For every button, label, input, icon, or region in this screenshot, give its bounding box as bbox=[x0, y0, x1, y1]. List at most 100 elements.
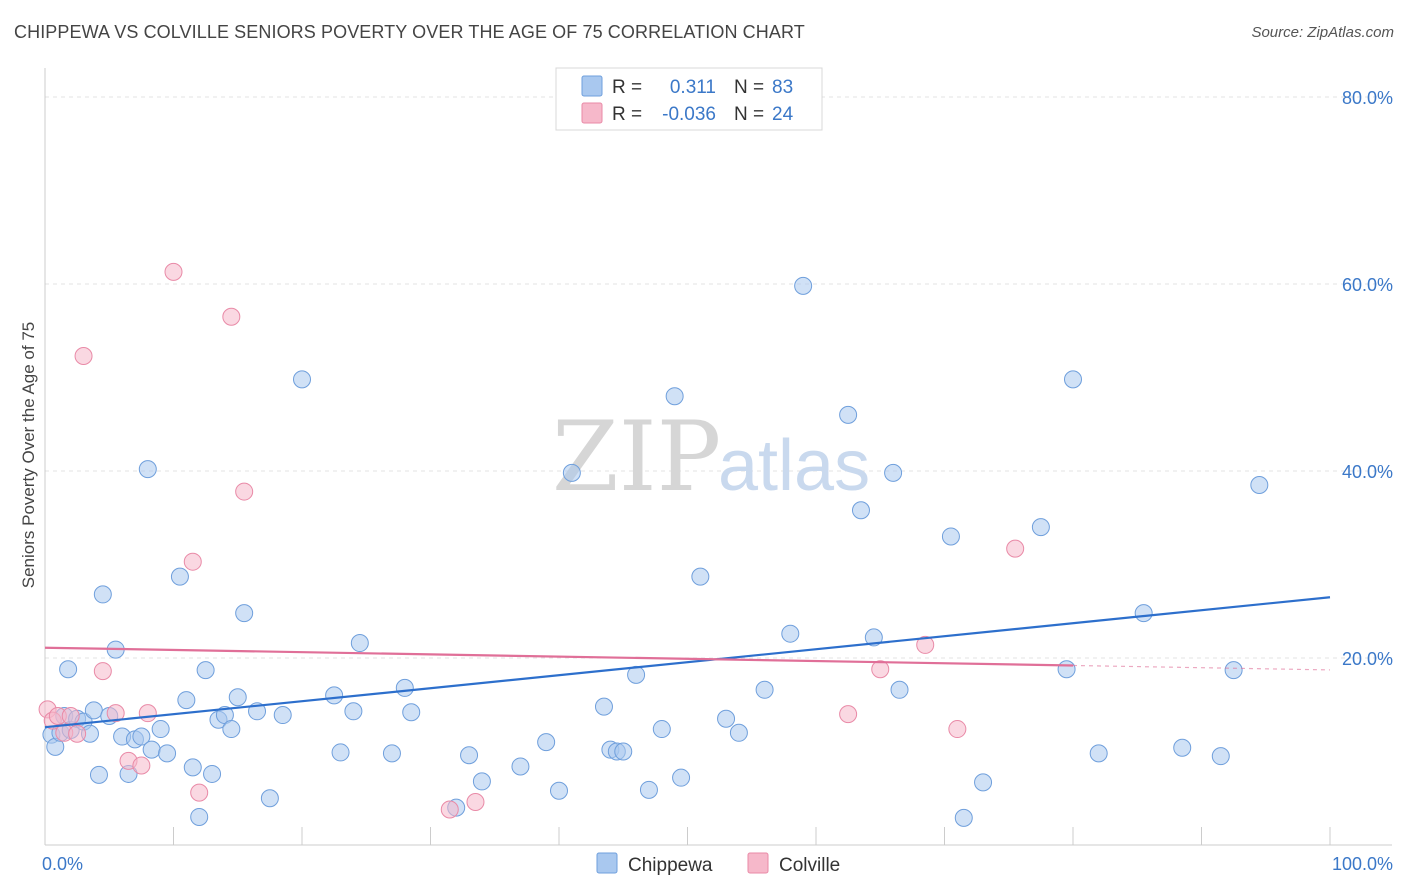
chippewa-point bbox=[382, 744, 401, 763]
colville-trend-line bbox=[44, 646, 1074, 667]
colville-point bbox=[61, 706, 80, 725]
chippewa-point bbox=[562, 463, 581, 482]
chippewa-point bbox=[941, 527, 960, 546]
chippewa-point bbox=[222, 720, 241, 739]
colville-point bbox=[466, 792, 485, 811]
chippewa-point bbox=[177, 691, 196, 710]
chippewa-point bbox=[402, 703, 421, 722]
chippewa-point bbox=[59, 660, 78, 679]
colville-point bbox=[839, 705, 858, 724]
series-chippewa bbox=[42, 276, 1269, 827]
chippewa-point bbox=[794, 276, 813, 295]
legend-n-value-chippewa: 83 bbox=[772, 77, 793, 98]
chippewa-point bbox=[293, 370, 311, 389]
colville-point bbox=[1006, 539, 1025, 558]
chippewa-point bbox=[93, 585, 112, 604]
chippewa-point bbox=[839, 405, 858, 424]
colville-point bbox=[132, 756, 151, 775]
chippewa-point bbox=[884, 463, 903, 482]
trend-lines bbox=[44, 596, 1331, 729]
colville-point bbox=[222, 307, 241, 326]
legend-n-label-chippewa: N = bbox=[734, 77, 764, 98]
chippewa-point bbox=[235, 604, 254, 623]
chippewa-point bbox=[1224, 661, 1243, 680]
legend-swatch-colville bbox=[581, 102, 603, 124]
chippewa-point bbox=[344, 702, 363, 721]
chippewa-point bbox=[665, 387, 684, 406]
chippewa-point bbox=[138, 460, 157, 479]
chippewa-trend-line bbox=[44, 596, 1331, 729]
chippewa-point bbox=[851, 501, 870, 520]
series-legend-label-chippewa: Chippewa bbox=[628, 855, 713, 876]
chippewa-point bbox=[614, 742, 633, 761]
chippewa-point bbox=[196, 661, 215, 680]
chippewa-point bbox=[89, 765, 108, 784]
chippewa-point bbox=[350, 634, 369, 653]
source-credit: Source: ZipAtlas.com bbox=[1251, 24, 1394, 41]
correlation-legend: R = 0.311 N = 83 R = -0.036 N = 24 bbox=[555, 67, 823, 131]
colville-point bbox=[948, 720, 967, 739]
chippewa-point bbox=[132, 727, 151, 746]
colville-point bbox=[106, 704, 125, 723]
chippewa-point bbox=[1089, 744, 1108, 763]
legend-r-label-chippewa: R = bbox=[612, 77, 642, 98]
colville-point bbox=[93, 662, 112, 681]
y-axis-label: Seniors Poverty Over the Age of 75 bbox=[19, 322, 38, 588]
data-points bbox=[38, 262, 1269, 827]
gridlines bbox=[45, 96, 1392, 659]
chippewa-point bbox=[1250, 476, 1269, 495]
chippewa-point bbox=[273, 706, 292, 725]
x-tick-labels: 0.0% 100.0% bbox=[42, 854, 1393, 874]
colville-point bbox=[916, 635, 935, 654]
chippewa-point bbox=[639, 780, 658, 799]
chippewa-point bbox=[550, 781, 568, 800]
chippewa-point bbox=[890, 680, 909, 699]
chippewa-point bbox=[672, 768, 691, 787]
y-tick-label-60: 60.0% bbox=[1342, 275, 1393, 295]
chippewa-point bbox=[511, 757, 530, 776]
legend-r-value-chippewa: 0.311 bbox=[670, 77, 716, 98]
colville-point bbox=[138, 704, 157, 723]
chart-title: CHIPPEWA VS COLVILLE SENIORS POVERTY OVE… bbox=[14, 22, 805, 42]
colville-point bbox=[164, 262, 183, 281]
chippewa-point bbox=[717, 709, 736, 728]
series-legend-swatch-colville bbox=[747, 852, 769, 874]
colville-trend-extension bbox=[1072, 664, 1331, 671]
x-tick-label-max: 100.0% bbox=[1332, 854, 1393, 874]
chippewa-point bbox=[1134, 604, 1153, 623]
chippewa-point bbox=[472, 772, 491, 791]
chippewa-point bbox=[1064, 370, 1082, 389]
watermark-atlas: atlas bbox=[718, 426, 870, 506]
chippewa-point bbox=[864, 628, 883, 647]
legend-r-label-colville: R = bbox=[612, 104, 642, 125]
colville-point bbox=[68, 724, 87, 743]
watermark-zip: ZIP bbox=[552, 401, 721, 513]
chippewa-point bbox=[260, 789, 279, 808]
chippewa-point bbox=[170, 567, 189, 586]
chippewa-point bbox=[1031, 518, 1050, 537]
colville-point bbox=[190, 783, 209, 802]
chippewa-point bbox=[158, 744, 177, 763]
colville-point bbox=[183, 552, 202, 571]
chippewa-point bbox=[325, 686, 344, 705]
chippewa-point bbox=[781, 624, 800, 643]
legend-n-value-colville: 24 bbox=[772, 104, 794, 125]
series-colville bbox=[38, 262, 1025, 819]
colville-point bbox=[74, 346, 93, 365]
series-legend: Chippewa Colville bbox=[596, 852, 840, 876]
chippewa-point bbox=[1211, 747, 1230, 766]
watermark: ZIP atlas bbox=[552, 401, 870, 513]
y-tick-label-40: 40.0% bbox=[1342, 462, 1393, 482]
chippewa-point bbox=[594, 697, 613, 716]
chippewa-point bbox=[954, 808, 973, 827]
legend-swatch-chippewa bbox=[581, 75, 603, 97]
chippewa-point bbox=[151, 720, 170, 739]
chippewa-point bbox=[974, 773, 993, 792]
legend-r-value-colville: -0.036 bbox=[662, 104, 716, 125]
series-legend-label-colville: Colville bbox=[779, 855, 840, 876]
chippewa-point bbox=[729, 723, 748, 742]
chippewa-point bbox=[537, 733, 556, 752]
chippewa-point bbox=[331, 743, 350, 762]
y-tick-label-20: 20.0% bbox=[1342, 649, 1393, 669]
